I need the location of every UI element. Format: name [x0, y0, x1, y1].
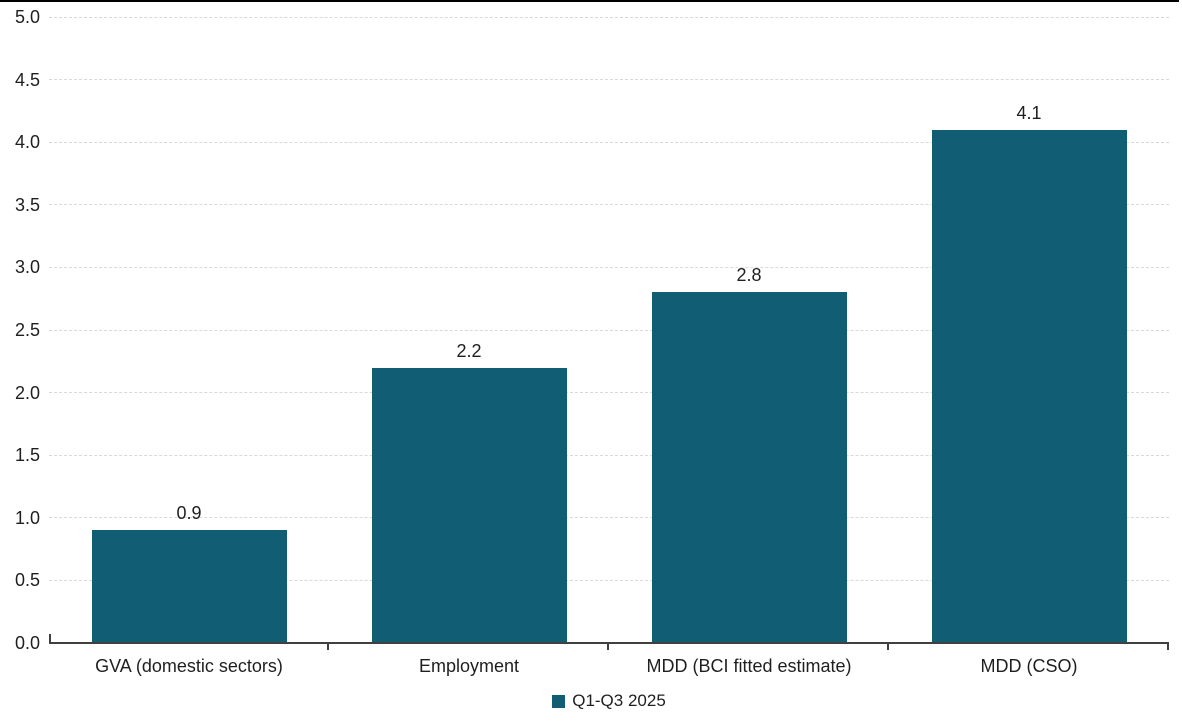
bar — [371, 367, 567, 643]
x-axis-line — [49, 642, 1169, 644]
y-axis-label: 0.5 — [14, 570, 40, 591]
gridline — [49, 204, 1169, 206]
gridline — [49, 392, 1169, 394]
category-label: Employment — [418, 656, 520, 676]
bar — [91, 530, 287, 643]
axis-tick — [327, 644, 329, 650]
gridline — [49, 141, 1169, 143]
y-axis-label: 2.5 — [14, 320, 40, 340]
y-axis-label: 4.0 — [14, 132, 40, 153]
bar-value-label: 2.8 — [736, 265, 762, 286]
gridline — [49, 79, 1169, 81]
gridline — [49, 579, 1169, 581]
bar — [931, 129, 1127, 643]
bar-value-label: 2.2 — [456, 340, 482, 361]
category-label: MDD (BCI fitted estimate) — [646, 656, 852, 676]
bar-value-label: 0.9 — [176, 503, 202, 524]
y-axis-label: 1.0 — [14, 507, 40, 528]
gridline — [49, 266, 1169, 268]
y-axis-label: 4.5 — [14, 69, 40, 90]
axis-tick — [49, 634, 51, 642]
axis-tick — [1167, 644, 1169, 650]
gridline — [49, 329, 1169, 331]
bar-value-label: 4.1 — [1016, 102, 1042, 123]
legend-swatch — [552, 694, 566, 708]
gridline — [49, 16, 1169, 18]
bar — [651, 292, 847, 643]
y-axis-label: 5.0 — [14, 7, 40, 27]
gridline — [49, 517, 1169, 519]
category-label: MDD (CSO) — [980, 656, 1078, 676]
chart-legend: Q1-Q3 2025 — [49, 691, 1169, 711]
axis-tick — [887, 644, 889, 650]
y-axis-label: 1.5 — [14, 445, 40, 466]
top-border-rule — [0, 0, 1179, 2]
category-label: GVA (domestic sectors) — [95, 656, 283, 676]
axis-tick — [607, 644, 609, 650]
y-axis-label: 3.5 — [14, 194, 40, 215]
y-axis-label: 3.0 — [14, 257, 40, 278]
y-axis-label: 2.0 — [14, 382, 40, 403]
legend-label: Q1-Q3 2025 — [572, 691, 666, 710]
gridline — [49, 454, 1169, 456]
y-axis-label: 0.0 — [14, 633, 40, 653]
